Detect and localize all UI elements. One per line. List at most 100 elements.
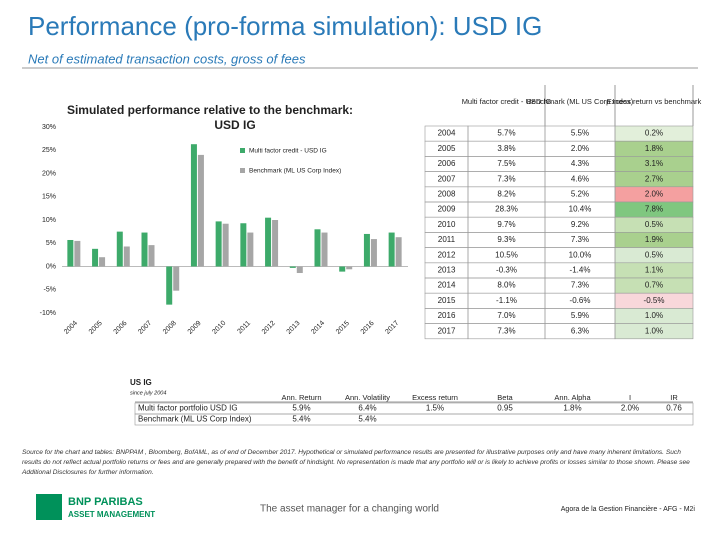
cell-bg: [615, 232, 693, 248]
bar: [74, 240, 81, 267]
cell: 8.0%: [497, 281, 515, 290]
x-tick-label: 2014: [310, 320, 326, 336]
cell-bg: [615, 202, 693, 218]
subtitle: Net of estimated transaction costs, gros…: [28, 51, 306, 66]
y-tick-label: 10%: [42, 217, 56, 224]
cell: 7.0%: [497, 311, 515, 320]
x-tick-label: 2016: [360, 320, 376, 336]
cell: 2.0%: [571, 144, 589, 153]
y-tick-label: 25%: [42, 147, 56, 154]
cell: 2.0%: [621, 404, 639, 413]
cell: Benchmark (ML US Corp Index): [138, 415, 252, 424]
x-tick-label: 2005: [88, 320, 104, 336]
cell: 7.3%: [497, 174, 515, 183]
cell: 5.9%: [292, 404, 310, 413]
bar: [363, 233, 370, 267]
bar: [99, 257, 106, 267]
bar: [395, 237, 402, 267]
cell: 2005: [438, 144, 456, 153]
column-header: Excess return vs benchmark: [607, 97, 702, 106]
cell: 9.2%: [571, 220, 589, 229]
cell: 1.1%: [645, 266, 663, 275]
cell: 1.5%: [426, 404, 444, 413]
bar: [67, 239, 74, 267]
cell-bg: [615, 323, 693, 339]
bar: [240, 223, 247, 267]
cell: 2.0%: [645, 190, 663, 199]
cell: 2015: [438, 296, 456, 305]
y-tick-label: 5%: [46, 240, 56, 247]
cell: 2016: [438, 311, 456, 320]
bar: [265, 217, 272, 267]
bar: [222, 223, 229, 267]
cell: Multi factor portfolio USD IG: [138, 404, 238, 413]
bar: [123, 246, 130, 267]
cell: 2011: [438, 235, 456, 244]
cell: 5.2%: [571, 190, 589, 199]
bar: [173, 266, 180, 291]
tagline: The asset manager for a changing world: [260, 504, 439, 515]
cell: 2014: [438, 281, 456, 290]
column-header: IR: [670, 393, 678, 402]
cell-bg: [615, 186, 693, 202]
bar: [247, 232, 254, 267]
legend-label: Multi factor credit - USD IG: [249, 148, 327, 155]
x-tick-label: 2009: [187, 320, 203, 336]
cell: 0.95: [497, 404, 513, 413]
row-border: [134, 413, 694, 426]
cell: -0.6%: [570, 296, 591, 305]
cell: 0.2%: [645, 129, 663, 138]
bar: [148, 245, 155, 267]
stats-subtitle: since july 2004: [130, 390, 166, 396]
bar: [289, 266, 296, 268]
brand-sub: ASSET MANAGEMENT: [68, 510, 155, 519]
cell-bg: [615, 293, 693, 309]
bar: [141, 232, 148, 267]
bar: [272, 220, 279, 267]
x-tick-label: 2010: [211, 320, 227, 336]
cell-border: [614, 323, 694, 340]
bar: [370, 239, 377, 267]
column-header: Ann. Volatility: [345, 393, 390, 402]
brand: BNP PARIBAS: [68, 496, 143, 508]
cell-bg: [615, 247, 693, 263]
cell: 1.8%: [645, 144, 663, 153]
x-tick-label: 2008: [162, 320, 178, 336]
cell: 2009: [438, 205, 456, 214]
cell: 7.3%: [497, 326, 515, 335]
x-tick-label: 2004: [63, 320, 79, 336]
cell: -1.1%: [496, 296, 517, 305]
cell: 10.4%: [569, 205, 592, 214]
cell-bg: [615, 126, 693, 142]
x-tick-label: 2017: [384, 320, 400, 336]
cell: 1.9%: [645, 235, 663, 244]
legend-swatch: [240, 168, 245, 173]
cell: 2004: [438, 129, 456, 138]
column-header: Multi factor credit - USD IG: [462, 97, 552, 106]
cell-bg: [615, 156, 693, 172]
cell: 2012: [438, 250, 456, 259]
cell: 2010: [438, 220, 456, 229]
cell: 9.3%: [497, 235, 515, 244]
cell-bg: [615, 262, 693, 278]
cell: 28.3%: [495, 205, 518, 214]
cell: 2013: [438, 266, 456, 275]
bar: [92, 248, 99, 267]
cell: 6.3%: [571, 326, 589, 335]
bar: [296, 266, 303, 274]
bar: [346, 266, 353, 270]
cell: 2017: [438, 326, 456, 335]
source: Source for the chart and tables: BNPPAM …: [22, 449, 690, 476]
cell: 1.0%: [645, 326, 663, 335]
cell: 2007: [438, 174, 456, 183]
cell-bg: [615, 278, 693, 294]
chart-title: Simulated performance relative to the be…: [67, 103, 353, 132]
y-tick-label: 15%: [42, 194, 56, 201]
cell: 0.7%: [645, 281, 663, 290]
bar: [190, 144, 197, 267]
bar: [339, 266, 346, 272]
cell: 9.7%: [497, 220, 515, 229]
